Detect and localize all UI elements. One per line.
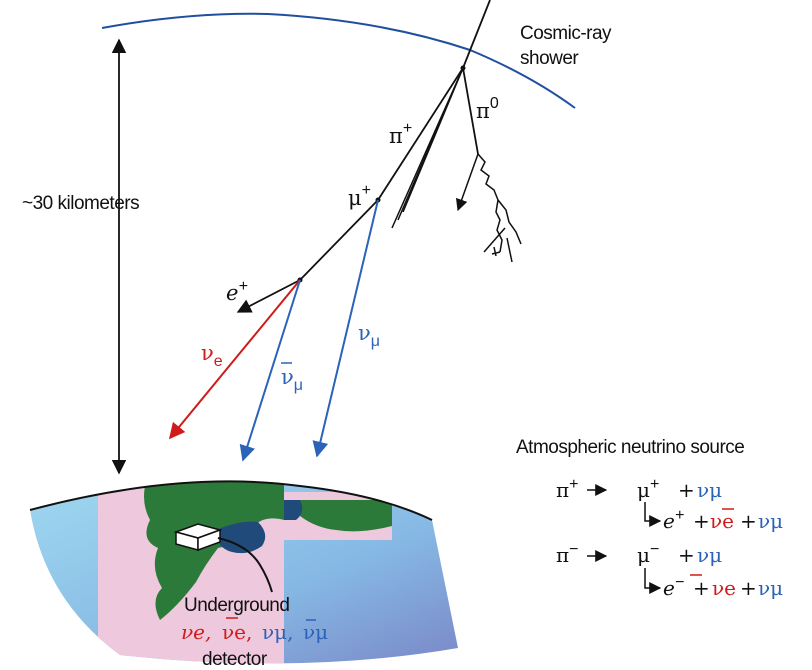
svg-text:+: +	[740, 509, 757, 533]
label-nu-e: νe	[201, 341, 223, 370]
detector-flux: νe, νe, νμ, νμ	[181, 617, 328, 644]
svg-text:νμ: νμ	[758, 576, 783, 600]
svg-text:μ+: μ+	[637, 476, 659, 502]
svg-text:π−: π−	[556, 541, 579, 567]
label-pi-zero: π0	[476, 95, 499, 123]
atmosphere-boundary	[101, 12, 576, 109]
label-mu-plus: μ+	[348, 182, 371, 210]
shower-jet	[391, 67, 464, 229]
svg-text:νe,: νe,	[181, 620, 211, 644]
reaction-2: e+ + νe + νμ	[644, 502, 783, 533]
svg-text:νe,: νe,	[222, 620, 252, 644]
source-title: Atmospheric neutrino source	[516, 437, 744, 458]
pion-plus-track	[377, 67, 464, 201]
pion-zero-track	[462, 67, 479, 155]
svg-text:+: +	[678, 478, 695, 502]
photon-shower	[455, 153, 522, 263]
reaction-1: π+ μ+ + νμ	[556, 476, 722, 502]
svg-text:μ−: μ−	[637, 541, 659, 567]
detector-callout	[217, 537, 273, 593]
svg-text:+: +	[693, 576, 710, 600]
svg-text:νμ,: νμ,	[262, 620, 294, 644]
svg-text:e+: e+	[663, 507, 684, 533]
svg-text:e−: e−	[663, 574, 684, 600]
svg-text:νe: νe	[712, 576, 736, 600]
label-nu-mu: νμ	[358, 321, 380, 350]
electron-neutrino-track	[168, 279, 301, 440]
primary-cosmic-ray	[462, 0, 491, 69]
shower-label-line2: shower	[520, 48, 579, 69]
muon-antineutrino-track	[239, 279, 301, 462]
svg-text:+: +	[693, 509, 710, 533]
label-pi-plus: π+	[389, 120, 412, 148]
svg-text:νe: νe	[710, 509, 734, 533]
lake	[216, 521, 266, 554]
svg-text:νμ: νμ	[697, 478, 722, 502]
svg-text:+: +	[678, 543, 695, 567]
land-mass-2	[300, 500, 392, 532]
land-mass	[144, 481, 284, 620]
svg-text:νμ: νμ	[758, 509, 783, 533]
svg-text:νμ: νμ	[281, 365, 303, 394]
svg-text:νμ: νμ	[303, 620, 328, 644]
lake-2	[284, 500, 303, 520]
shower-label-line1: Cosmic-ray	[520, 23, 612, 44]
detector-label-line2: detector	[202, 649, 268, 670]
altitude-label: ~30 kilometers	[22, 193, 139, 214]
reaction-3: π− μ− + νμ	[556, 541, 722, 567]
muon-neutrino-track	[312, 199, 379, 458]
label-e-plus: e+	[226, 278, 248, 305]
svg-text:νμ: νμ	[697, 543, 722, 567]
reaction-4: e− + νe + νμ	[644, 568, 783, 600]
label-nubar-mu: νμ	[281, 362, 303, 394]
svg-text:π+: π+	[556, 476, 579, 502]
positron-track	[236, 279, 301, 313]
svg-text:+: +	[740, 576, 757, 600]
detector-label-line1: Underground	[184, 595, 289, 616]
earth-surface	[29, 480, 458, 664]
muon-track	[299, 199, 379, 281]
detector-box	[173, 523, 223, 552]
